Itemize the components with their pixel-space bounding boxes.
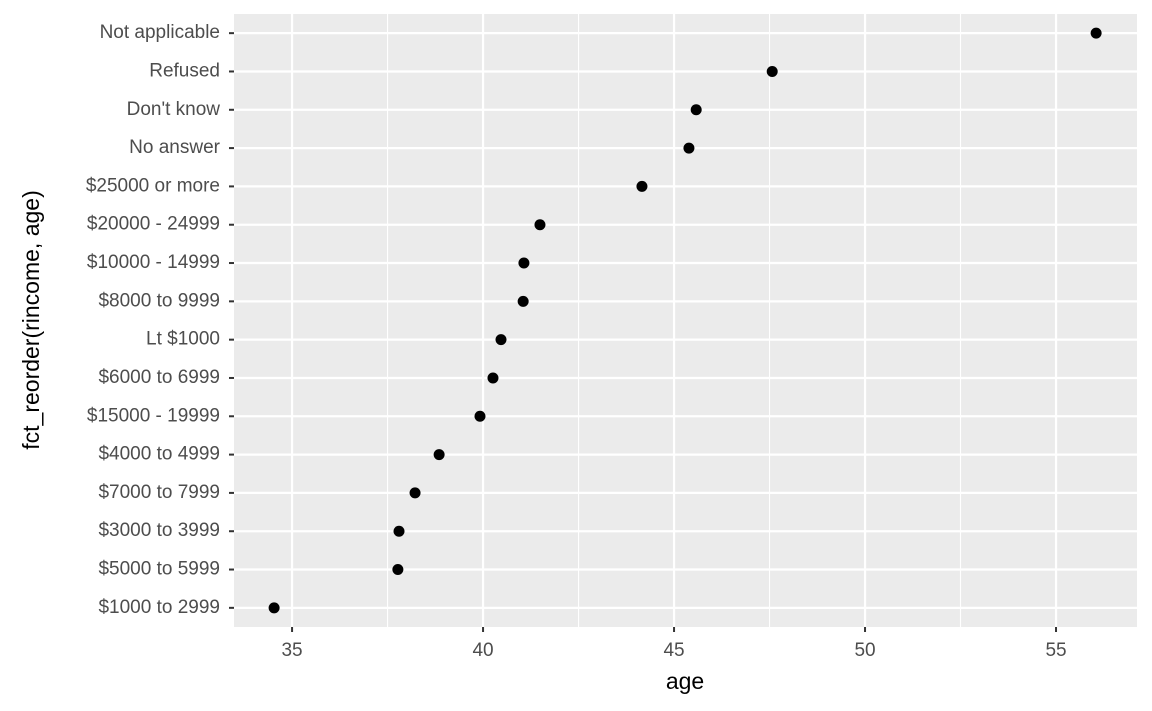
y-tick-label: $6000 to 6999 (98, 367, 220, 388)
point (690, 104, 702, 116)
y-tick-label: $20000 - 24999 (87, 214, 220, 235)
y-tick-label: $4000 to 4999 (98, 444, 220, 465)
y-tick-label: $3000 to 3999 (98, 520, 220, 541)
y-tick-label: $10000 - 14999 (87, 252, 220, 273)
y-tick-label: $1000 to 2999 (98, 597, 220, 618)
x-tick-label: 55 (1045, 640, 1066, 661)
point (636, 180, 648, 192)
point (495, 334, 507, 346)
y-tick-label: $25000 or more (86, 175, 220, 196)
point (268, 602, 280, 614)
point (683, 142, 695, 154)
point (409, 487, 421, 499)
y-tick-label: Refused (149, 60, 220, 81)
point (534, 219, 546, 231)
y-tick-label: $5000 to 5999 (98, 559, 220, 580)
plot-panel (234, 14, 1137, 627)
point (766, 65, 778, 77)
point (518, 257, 530, 269)
y-tick-label: Don't know (127, 99, 221, 120)
point (1090, 27, 1102, 39)
point (433, 449, 445, 461)
x-tick-label: 35 (281, 640, 302, 661)
x-axis-title: age (666, 668, 704, 694)
y-tick-label: $15000 - 19999 (87, 405, 220, 426)
point (487, 372, 499, 384)
point (392, 564, 404, 576)
y-tick-label: $7000 to 7999 (98, 482, 220, 503)
point (393, 525, 405, 537)
y-tick-label: $8000 to 9999 (98, 290, 220, 311)
y-axis-title: fct_reorder(rincome, age) (18, 190, 44, 450)
x-tick-label: 40 (472, 640, 493, 661)
point (474, 410, 486, 422)
y-tick-label: Lt $1000 (146, 329, 220, 350)
x-tick-label: 50 (854, 640, 875, 661)
x-tick-label: 45 (663, 640, 684, 661)
point (517, 295, 529, 307)
y-tick-label: No answer (129, 137, 220, 158)
y-tick-label: Not applicable (100, 22, 220, 43)
